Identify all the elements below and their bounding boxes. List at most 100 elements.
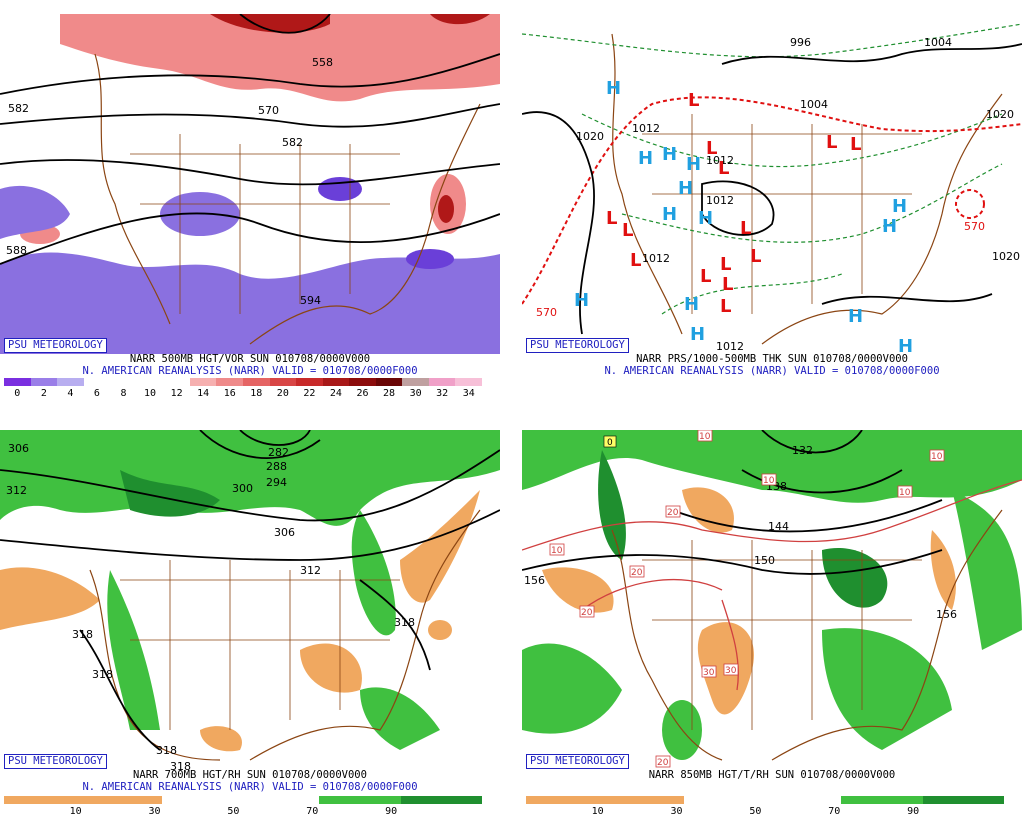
colorbar-tick: 50 <box>227 806 240 817</box>
map-pressure-thickness: 996 1004 1004 1020 1020 1012 1012 1012 1… <box>522 14 1022 354</box>
svg-text:288: 288 <box>266 460 287 473</box>
svg-text:1012: 1012 <box>706 194 734 207</box>
colorbar-swatch <box>322 378 350 386</box>
rh-moist-north <box>0 430 500 526</box>
svg-text:H: H <box>882 216 897 237</box>
svg-text:1020: 1020 <box>576 130 604 143</box>
svg-text:20: 20 <box>631 568 643 578</box>
panel-title: NARR 700MB HGT/RH SUN 010708/0000V000 <box>133 769 367 781</box>
pressure-labels: 996 1004 1004 1020 1020 1012 1012 1012 1… <box>536 36 1020 353</box>
colorbar-swatch <box>428 378 456 386</box>
colorbar-tick: 30 <box>148 806 161 817</box>
svg-text:H: H <box>662 144 677 165</box>
svg-text:10: 10 <box>931 452 943 462</box>
colorbar-tick: 90 <box>385 806 398 817</box>
colorbar-tick: 14 <box>197 388 210 399</box>
svg-text:20: 20 <box>657 758 669 768</box>
colorbar-tick: 30 <box>409 388 422 399</box>
colorbar-tick: 70 <box>306 806 319 817</box>
svg-text:318: 318 <box>394 616 415 629</box>
panel-subtitle: N. AMERICAN REANALYSIS (NARR) VALID = 01… <box>82 781 418 793</box>
height-labels: 132 138 144 150 156 156 <box>524 444 957 621</box>
svg-text:156: 156 <box>524 574 545 587</box>
svg-text:10: 10 <box>899 488 911 498</box>
isobars <box>522 43 1022 335</box>
low-pressure-centers: L L L L L L L L L L L L L L <box>606 90 861 317</box>
colorbar-swatch <box>455 378 483 386</box>
colorbar-swatch <box>375 378 403 386</box>
height-contours <box>522 430 943 575</box>
colorbar-tick: 26 <box>356 388 369 399</box>
svg-text:H: H <box>574 290 589 311</box>
svg-text:20: 20 <box>581 608 593 618</box>
svg-text:H: H <box>698 208 713 229</box>
rh-colorbar: 10 30 50 70 90 <box>526 796 1004 822</box>
colorbar-swatch <box>243 378 271 386</box>
panel-500mb-vorticity: 582 570 558 582 588 594 PSU METEOROLOGY … <box>0 0 512 409</box>
height-contours <box>0 14 500 265</box>
svg-text:L: L <box>850 134 861 155</box>
svg-text:20: 20 <box>667 508 679 518</box>
colorbar-tick: 10 <box>69 806 82 817</box>
svg-text:L: L <box>706 138 717 159</box>
height-contours <box>0 430 500 751</box>
svg-text:1020: 1020 <box>986 108 1014 121</box>
svg-text:L: L <box>630 250 641 271</box>
vort-strong-core <box>210 14 330 33</box>
svg-text:294: 294 <box>266 476 287 489</box>
svg-text:10: 10 <box>699 432 711 442</box>
svg-text:318: 318 <box>170 760 191 770</box>
colorbar-tick: 10 <box>144 388 157 399</box>
svg-text:558: 558 <box>312 56 333 69</box>
svg-text:30: 30 <box>725 666 737 676</box>
svg-text:306: 306 <box>8 442 29 455</box>
colorbar-tick: 28 <box>383 388 396 399</box>
colorbar-tick: 32 <box>436 388 449 399</box>
vorticity-colorbar: 0 2 4 6 8 10 12 14 16 18 20 22 24 26 28 30 32 34 <box>4 378 483 404</box>
svg-text:588: 588 <box>6 244 27 257</box>
svg-text:L: L <box>622 220 633 241</box>
colorbar-swatch <box>57 378 85 386</box>
svg-text:H: H <box>662 204 677 225</box>
svg-text:132: 132 <box>792 444 813 457</box>
svg-text:L: L <box>718 158 729 179</box>
colorbar-tick: 70 <box>828 806 841 817</box>
colorbar-swatch <box>30 378 58 386</box>
psu-meteorology-badge: PSU METEOROLOGY <box>526 338 629 353</box>
colorbar-swatch <box>4 796 162 804</box>
map-700mb-rh: 306 312 282 288 294 300 306 312 318 318 … <box>0 430 500 770</box>
psu-meteorology-badge: PSU METEOROLOGY <box>526 754 629 769</box>
colorbar-swatch <box>110 378 138 386</box>
colorbar-tick: 2 <box>40 388 47 399</box>
colorbar-swatch <box>83 378 111 386</box>
panel-title: NARR 500MB HGT/VOR SUN 010708/0000V000 <box>129 353 371 365</box>
colorbar-swatch <box>161 796 320 804</box>
svg-text:L: L <box>700 266 711 287</box>
map-500mb-vorticity: 582 570 558 582 588 594 <box>0 14 500 354</box>
colorbar-tick: 16 <box>223 388 236 399</box>
svg-text:H: H <box>686 154 701 175</box>
svg-text:144: 144 <box>768 520 789 533</box>
colorbar-swatch <box>189 378 217 386</box>
svg-text:H: H <box>678 178 693 199</box>
colorbar-tick: 24 <box>329 388 342 399</box>
colorbar-tick: 12 <box>170 388 183 399</box>
colorbar-tick: 90 <box>907 806 920 817</box>
high-pressure-centers: H H H H H H H H H H H H H H <box>574 78 913 354</box>
svg-text:30: 30 <box>703 668 715 678</box>
svg-text:1004: 1004 <box>800 98 828 111</box>
svg-text:H: H <box>898 336 913 354</box>
svg-text:L: L <box>688 90 699 111</box>
colorbar-swatch <box>922 796 1004 804</box>
coastline <box>89 509 481 761</box>
colorbar-tick: 4 <box>67 388 74 399</box>
svg-text:L: L <box>740 218 751 239</box>
rh-colorbar: 10 30 50 70 90 <box>4 796 482 822</box>
svg-text:L: L <box>720 296 731 317</box>
svg-text:300: 300 <box>232 482 253 495</box>
svg-text:1020: 1020 <box>992 250 1020 263</box>
svg-text:H: H <box>690 324 705 345</box>
svg-text:318: 318 <box>156 744 177 757</box>
colorbar-tick: 0 <box>14 388 21 399</box>
svg-text:594: 594 <box>300 294 321 307</box>
